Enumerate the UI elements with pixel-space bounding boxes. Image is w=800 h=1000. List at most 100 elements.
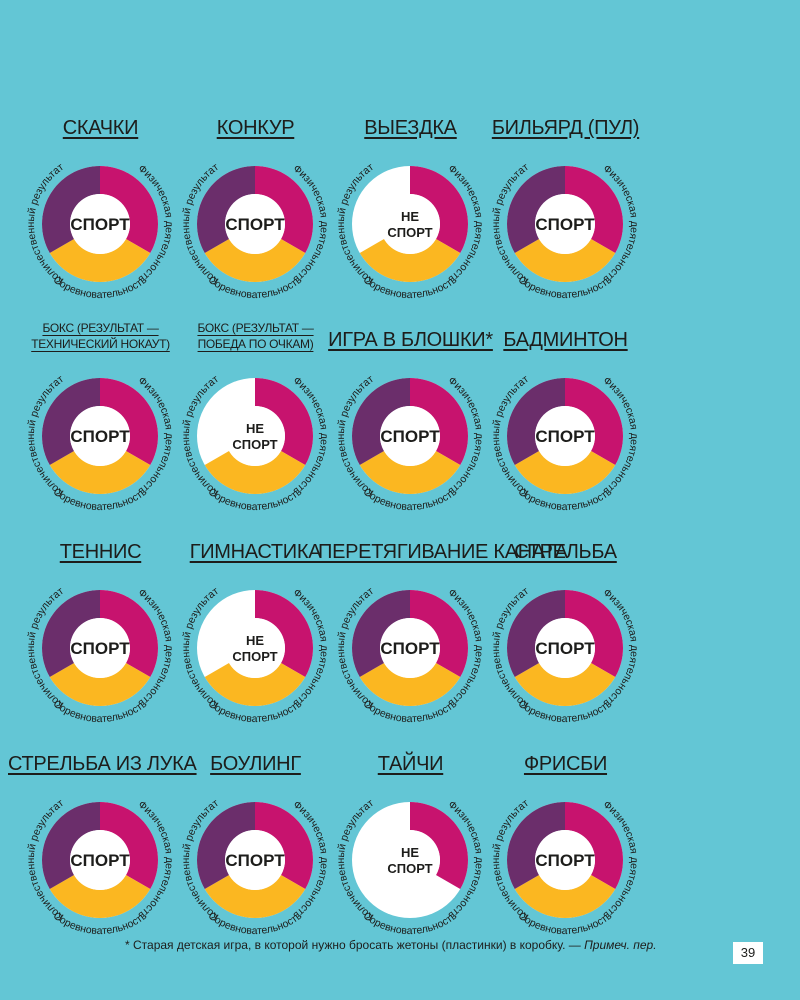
segment-physical (410, 590, 468, 677)
donut-hole (535, 194, 595, 254)
donut-hole (225, 830, 285, 890)
donut-hole (535, 830, 595, 890)
activity-card: СКАЧКИ Физическая деятельность Соревновате… (8, 116, 193, 331)
donut-chart: Физическая деятельностьСоревновательност… (180, 161, 330, 301)
activity-title-line: БИЛЬЯРД (ПУЛ) (491, 117, 640, 139)
center-label-line2: СПОРТ (232, 437, 277, 452)
activity-title: БОКС (РЕЗУЛЬТАТ — ПОБЕДА ПО ОЧКАМ) (163, 320, 348, 352)
segment-physical (255, 378, 313, 465)
donut-hole (380, 406, 440, 466)
segment-quantitative (42, 802, 100, 889)
segment-competition (514, 239, 616, 282)
segment-competition (49, 875, 151, 918)
segment-quantitative (352, 590, 410, 677)
donut-hole (225, 618, 285, 678)
donut-chart: Физическая деятельностьСоревновательност… (490, 373, 640, 513)
footnote-note: Примеч. пер. (584, 938, 657, 952)
footnote: * Старая детская игра, в которой нужно б… (125, 938, 657, 952)
activity-title-line: ТЕННИС (59, 541, 142, 563)
activity-card: СТРЕЛЬБА ИЗ ЛУКА Физическая деятельность С… (8, 752, 197, 967)
activity-title: БИЛЬЯРД (ПУЛ) (473, 116, 658, 140)
segment-competition (359, 451, 461, 494)
donut-hole (225, 406, 285, 466)
donut-chart: Физическая деятельностьСоревновательност… (180, 373, 330, 513)
page-number: 39 (733, 942, 763, 964)
activity-title-line: БОКС (РЕЗУЛЬТАТ — (42, 321, 159, 335)
segment-physical (255, 590, 313, 677)
segment-physical (100, 166, 158, 253)
segment-competition (204, 663, 306, 706)
center-label: СПОРТ (535, 851, 595, 870)
segment-quantitative (197, 802, 255, 889)
segment-quantitative (507, 802, 565, 889)
activity-card: ФРИСБИ Физическая деятельность Соревновате… (473, 752, 658, 967)
activity-title: ТАЙЧИ (318, 752, 503, 776)
donut-hole (70, 194, 130, 254)
activity-title-line: БОУЛИНГ (210, 753, 301, 775)
segment-competition (49, 239, 151, 282)
center-label: СПОРТ (70, 215, 130, 234)
activity-card: ИГРА В БЛОШКИ* Физическая деятельность Сор… (318, 328, 503, 543)
donut-hole (70, 830, 130, 890)
donut-hole (70, 406, 130, 466)
center-label: СПОРТ (70, 639, 130, 658)
segment-physical (410, 802, 468, 889)
activity-card: СТРЕЛЬБА Физическая деятельность Соревнова… (473, 540, 658, 755)
footnote-text: * Старая детская игра, в которой нужно б… (125, 938, 581, 952)
segment-competition (359, 239, 461, 282)
segment-competition (204, 451, 306, 494)
donut-chart: Физическая деятельностьСоревновательност… (335, 585, 485, 725)
activity-title-line: КОНКУР (216, 117, 295, 139)
activity-title: ГИМНАСТИКА (163, 540, 348, 564)
center-label-line2: СПОРТ (387, 225, 432, 240)
center-label: СПОРТ (380, 427, 440, 446)
center-label: СПОРТ (535, 639, 595, 658)
donut-chart: Физическая деятельностьСоревновательност… (25, 373, 175, 513)
segment-physical (255, 166, 313, 253)
segment-quantitative (42, 378, 100, 465)
activity-title-line: БОКС (РЕЗУЛЬТАТ — (197, 321, 314, 335)
segment-competition (514, 875, 616, 918)
segment-physical (255, 802, 313, 889)
donut-chart: Физическая деятельностьСоревновательност… (25, 585, 175, 725)
center-label: СПОРТ (225, 215, 285, 234)
activity-title: БОКС (РЕЗУЛЬТАТ — ТЕХНИЧЕСКИЙ НОКАУТ) (8, 320, 193, 352)
segment-quantitative (197, 166, 255, 253)
segment-physical (100, 590, 158, 677)
activity-title: ТЕННИС (8, 540, 193, 564)
activity-card: ГИМНАСТИКА Физическая деятельность Соревно… (163, 540, 348, 755)
donut-hole (380, 194, 440, 254)
activity-title-line: СКАЧКИ (62, 117, 139, 139)
segment-quantitative (42, 590, 100, 677)
segment-competition (204, 875, 306, 918)
activity-card: БОКС (РЕЗУЛЬТАТ — ПОБЕДА ПО ОЧКАМ) Физичес… (163, 321, 348, 543)
center-label: СПОРТ (225, 851, 285, 870)
donut-chart: Физическая деятельностьСоревновательност… (335, 373, 485, 513)
activity-title: СТРЕЛЬБА (473, 540, 658, 564)
donut-hole (225, 194, 285, 254)
center-label-line1: НЕ (246, 421, 264, 436)
donut-chart: Физическая деятельностьСоревновательност… (180, 585, 330, 725)
segment-quantitative (507, 378, 565, 465)
donut-chart: Физическая деятельностьСоревновательност… (335, 797, 485, 937)
segment-physical (565, 590, 623, 677)
center-label: СПОРТ (70, 427, 130, 446)
segment-physical (565, 802, 623, 889)
donut-chart: Физическая деятельностьСоревновательност… (490, 585, 640, 725)
center-label-line1: НЕ (401, 845, 419, 860)
donut-hole (535, 618, 595, 678)
segment-competition (49, 451, 151, 494)
activity-title-line: ТАЙЧИ (377, 753, 444, 775)
segment-physical (410, 378, 468, 465)
activity-title-line: ТЕХНИЧЕСКИЙ НОКАУТ) (31, 337, 170, 351)
segment-competition (514, 451, 616, 494)
activity-card: КОНКУР Физическая деятельность Соревновате… (163, 116, 348, 331)
donut-hole (535, 406, 595, 466)
activity-title-line: СТРЕЛЬБА (514, 541, 617, 563)
activity-title-line: ГИМНАСТИКА (189, 541, 322, 563)
donut-chart: Физическая деятельностьСоревновательност… (490, 797, 640, 937)
center-label-line2: СПОРТ (232, 649, 277, 664)
activity-title-line: ВЫЕЗДКА (364, 117, 457, 139)
activity-title-line: ФРИСБИ (523, 753, 608, 775)
